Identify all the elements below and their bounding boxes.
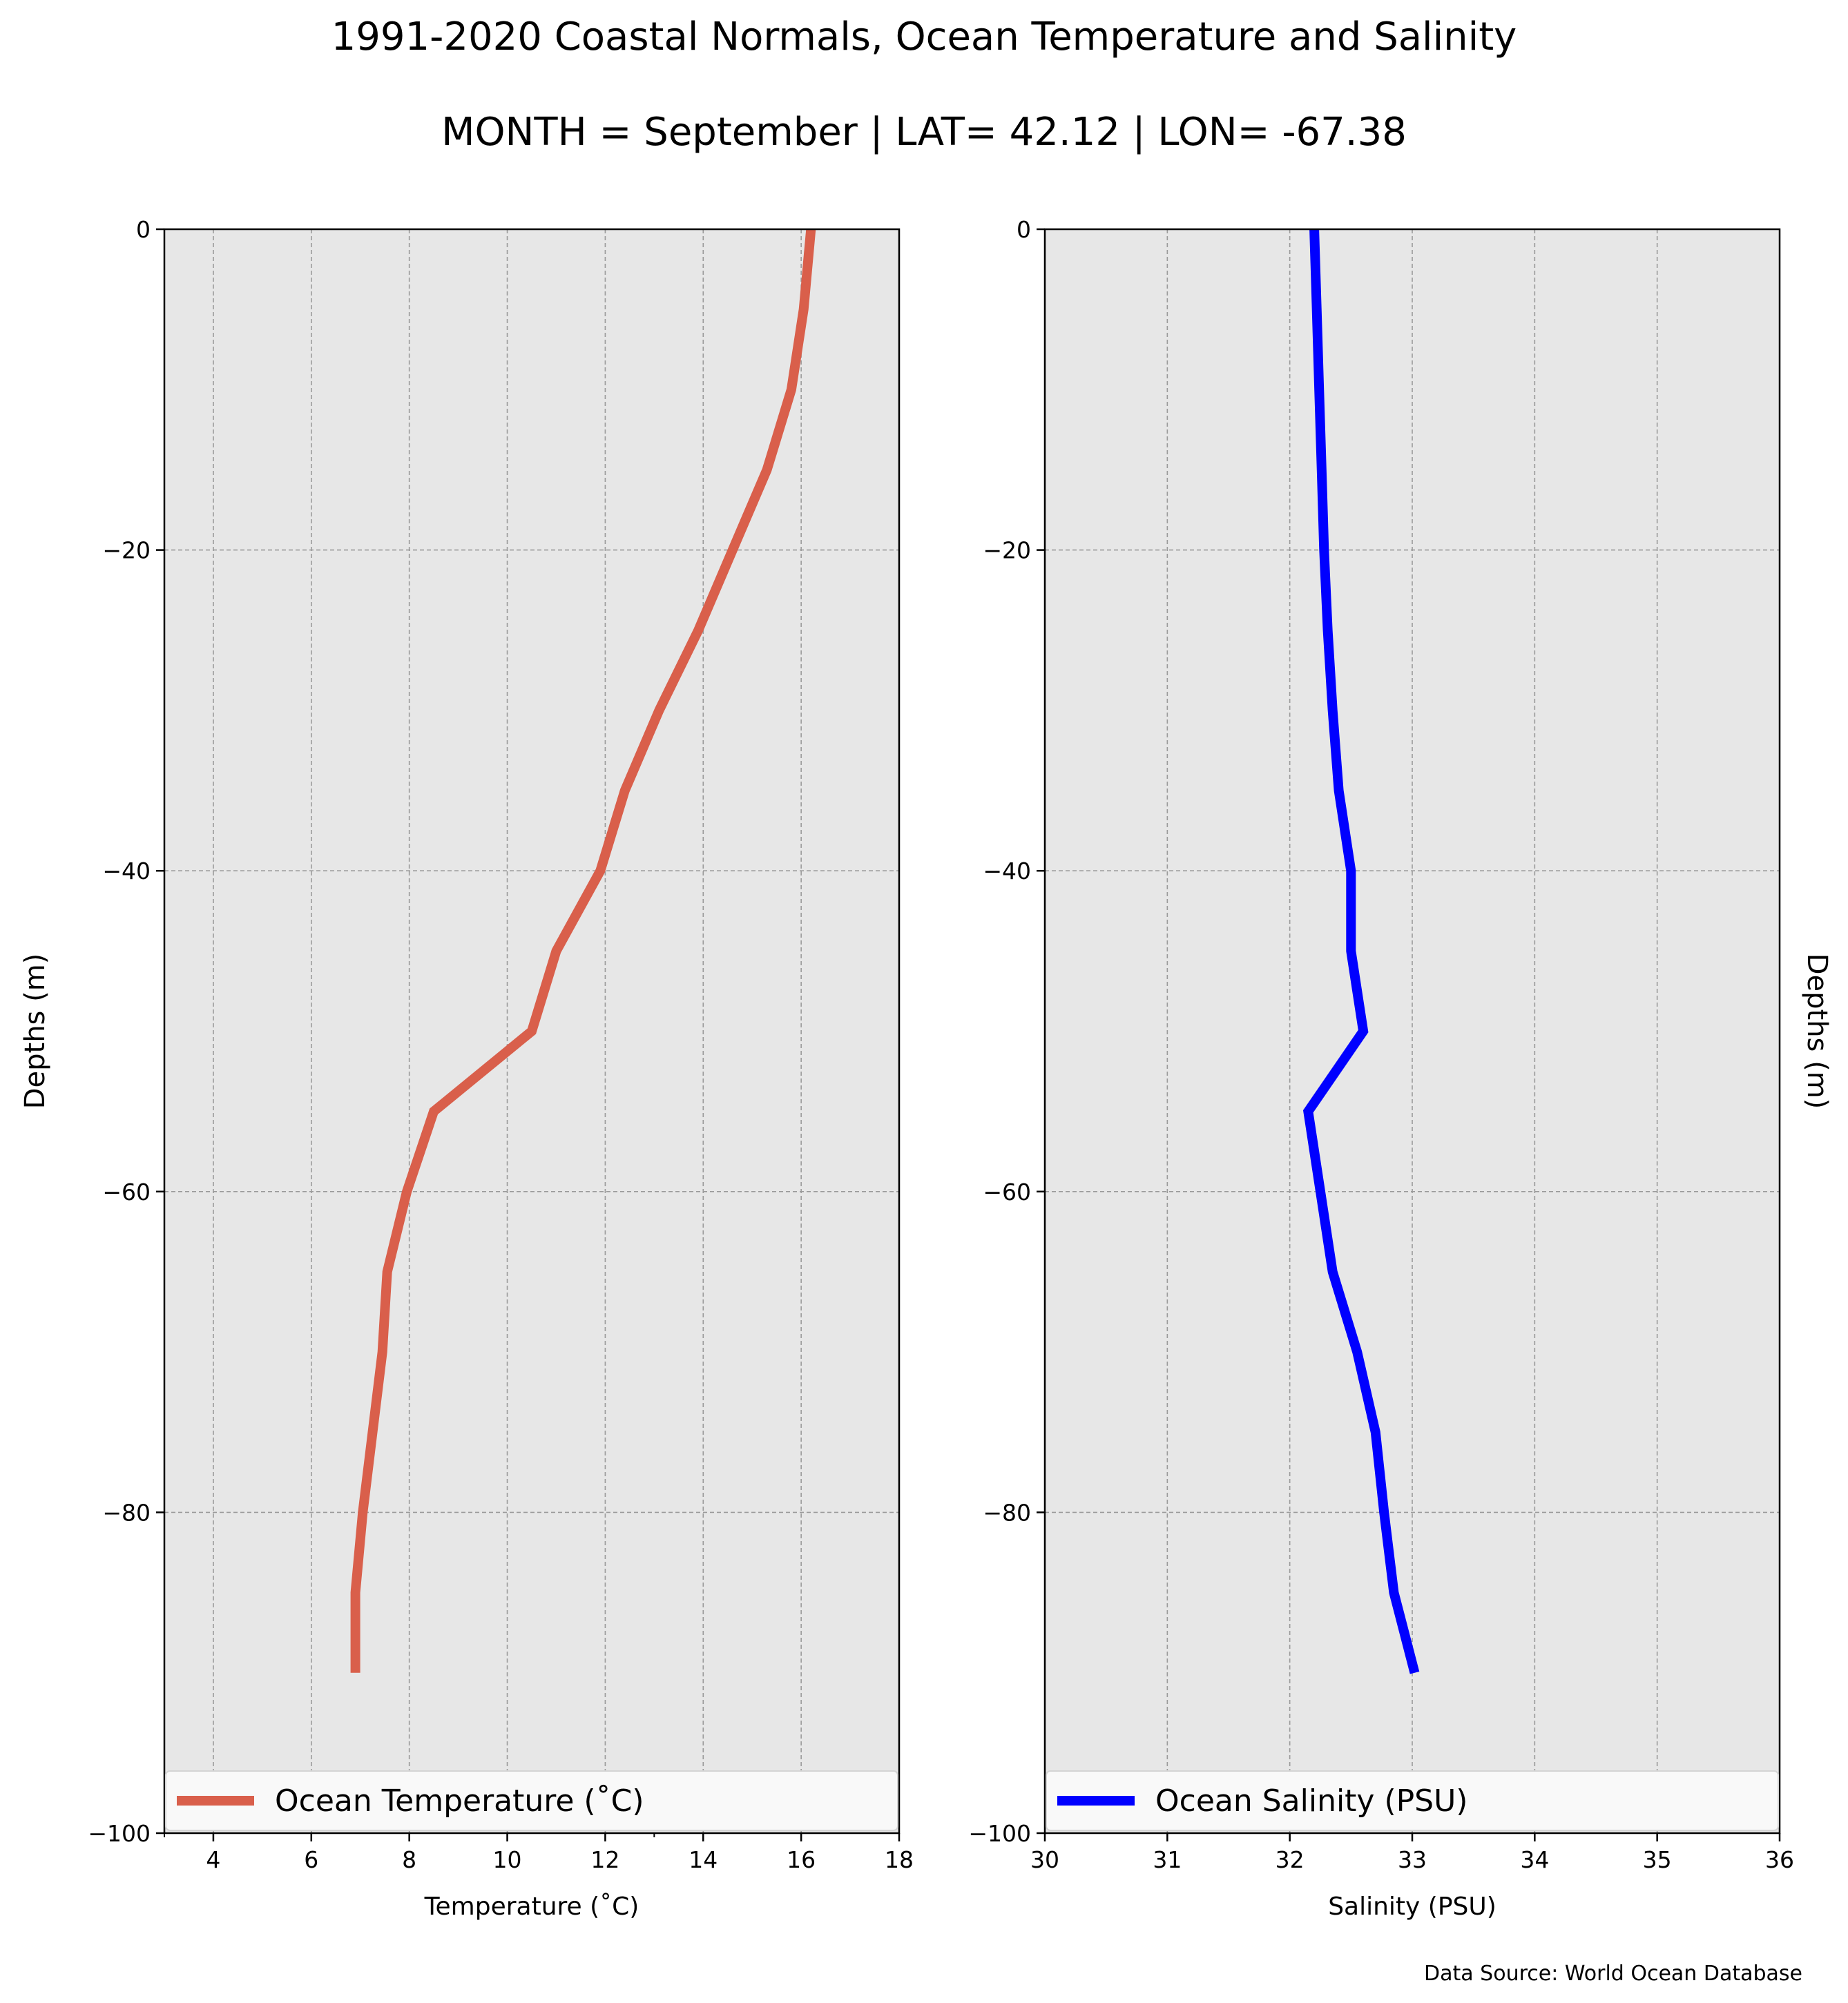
x-tick-label: 36 — [1765, 1846, 1794, 1873]
y-tick-label: −40 — [983, 858, 1031, 884]
y-axis-label: Depths (m) — [1801, 954, 1833, 1110]
temperature-panel: 4 6 8 10 12 14 16 18 0 −20 −40 −60 −80 −100 Temperatur… — [19, 216, 914, 1921]
y-tick-label: −100 — [968, 1820, 1031, 1847]
x-tick-label: 34 — [1520, 1846, 1549, 1873]
y-tick-label: −100 — [88, 1820, 151, 1847]
y-tick-label: −40 — [102, 858, 151, 884]
legend-box — [165, 1770, 898, 1831]
data-source-note: Data Source: World Ocean Database — [1424, 1962, 1802, 1986]
x-tick-label: 14 — [689, 1846, 718, 1873]
y-tick-label: 0 — [136, 216, 151, 243]
x-tick-label: 8 — [402, 1846, 416, 1873]
y-tick-label: −80 — [102, 1499, 151, 1526]
x-tick-label: 4 — [206, 1846, 220, 1873]
x-tick-label: 18 — [885, 1846, 914, 1873]
x-tick-label: 16 — [787, 1846, 816, 1873]
x-tick-label: 35 — [1643, 1846, 1672, 1873]
legend: Ocean Temperature (˚C) — [165, 1770, 898, 1831]
x-axis-label: Salinity (PSU) — [1328, 1893, 1496, 1921]
legend-label: Ocean Salinity (PSU) — [1155, 1783, 1467, 1819]
x-axis-label: Temperature (˚C) — [424, 1893, 639, 1921]
x-tick-label: 6 — [304, 1846, 318, 1873]
y-tick-label: −60 — [102, 1179, 151, 1206]
legend-box — [1046, 1770, 1779, 1831]
y-tick-label: −60 — [983, 1179, 1031, 1206]
chart-subtitle: MONTH = September | LAT= 42.12 | LON= -6… — [441, 110, 1407, 155]
y-tick-label: −80 — [983, 1499, 1031, 1526]
y-axis-label: Depths (m) — [19, 954, 51, 1110]
y-tick-label: −20 — [983, 537, 1031, 564]
salinity-panel: 30 31 32 33 34 35 36 0 −20 −40 −60 −80 −100 Salinity … — [968, 216, 1833, 1921]
x-tick-label: 33 — [1398, 1846, 1427, 1873]
plot-frame — [163, 228, 901, 1835]
x-tick-label: 12 — [590, 1846, 619, 1873]
chart-title: 1991-2020 Coastal Normals, Ocean Tempera… — [331, 14, 1517, 59]
x-tick-label: 30 — [1030, 1846, 1059, 1873]
legend-label: Ocean Temperature (˚C) — [275, 1783, 644, 1819]
y-tick-label: −20 — [102, 537, 151, 564]
x-tick-label: 10 — [493, 1846, 522, 1873]
x-tick-label: 32 — [1276, 1846, 1305, 1873]
x-tick-label: 31 — [1153, 1846, 1182, 1873]
y-tick-label: 0 — [1017, 216, 1031, 243]
legend: Ocean Salinity (PSU) — [1046, 1770, 1779, 1831]
